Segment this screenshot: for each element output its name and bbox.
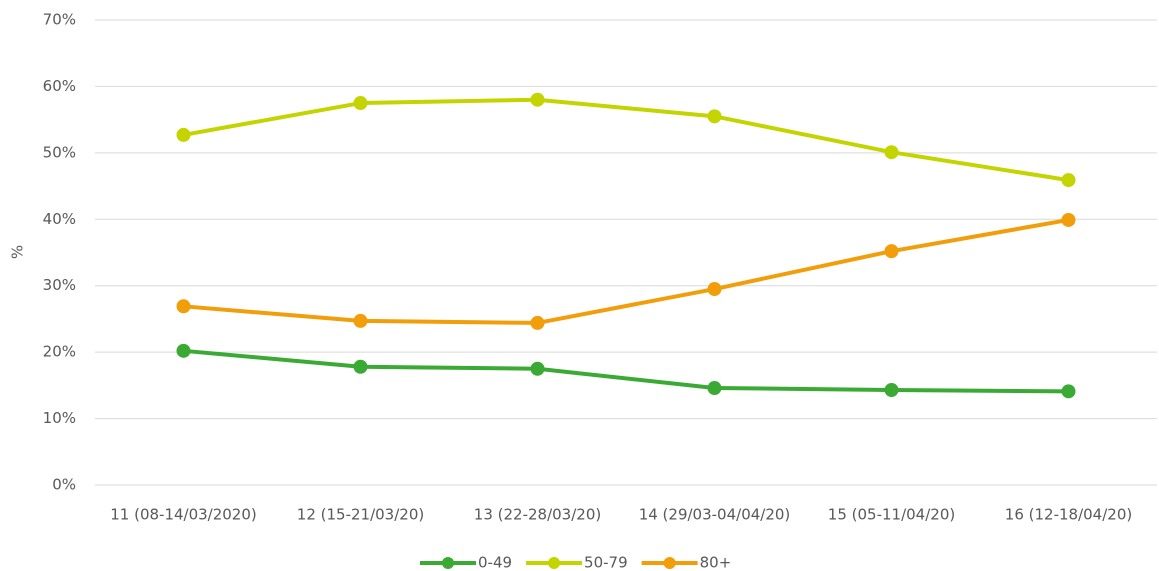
y-tick-label: 60% xyxy=(43,77,76,95)
legend-marker xyxy=(548,557,561,569)
y-tick-label: 20% xyxy=(43,343,76,361)
x-tick-label: 11 (08-14/03/2020) xyxy=(110,506,257,524)
data-point xyxy=(353,313,368,328)
y-tick-label: 0% xyxy=(52,476,76,494)
x-tick-label: 16 (12-18/04/20) xyxy=(1005,506,1132,524)
y-tick-label: 30% xyxy=(43,276,76,294)
data-point xyxy=(176,127,191,142)
data-point xyxy=(707,109,722,124)
series-line xyxy=(183,217,1069,325)
data-point xyxy=(530,361,545,376)
y-tick-label: 50% xyxy=(43,143,76,161)
x-tick-label: 15 (05-11/04/20) xyxy=(828,506,955,524)
legend-marker xyxy=(442,557,454,569)
data-point xyxy=(176,343,191,358)
data-point xyxy=(353,359,368,374)
data-point xyxy=(1061,173,1076,188)
x-tick-label: 13 (22-28/03/20) xyxy=(474,506,601,524)
data-point xyxy=(707,282,722,297)
y-tick-label: 40% xyxy=(43,210,76,228)
legend-label: 0-49 xyxy=(478,554,512,571)
data-point xyxy=(1061,212,1076,227)
data-point xyxy=(353,96,368,111)
data-point xyxy=(884,145,899,160)
data-point xyxy=(176,299,191,314)
y-tick-label: 70% xyxy=(43,11,76,29)
legend-label: 80+ xyxy=(700,554,732,571)
series-line xyxy=(183,97,1069,183)
data-point xyxy=(884,244,899,259)
data-point xyxy=(884,383,899,398)
data-point xyxy=(530,315,545,330)
data-point xyxy=(1061,384,1076,399)
legend-label: 50-79 xyxy=(584,554,628,571)
y-tick-label: 10% xyxy=(43,409,76,427)
data-point xyxy=(707,381,722,396)
series-line xyxy=(183,348,1069,394)
y-axis-label: % xyxy=(9,245,27,259)
legend-marker xyxy=(663,557,676,569)
x-tick-label: 14 (29/03-04/04/20) xyxy=(639,506,791,524)
data-point xyxy=(530,92,545,107)
x-tick-label: 12 (15-21/03/20) xyxy=(297,506,424,524)
